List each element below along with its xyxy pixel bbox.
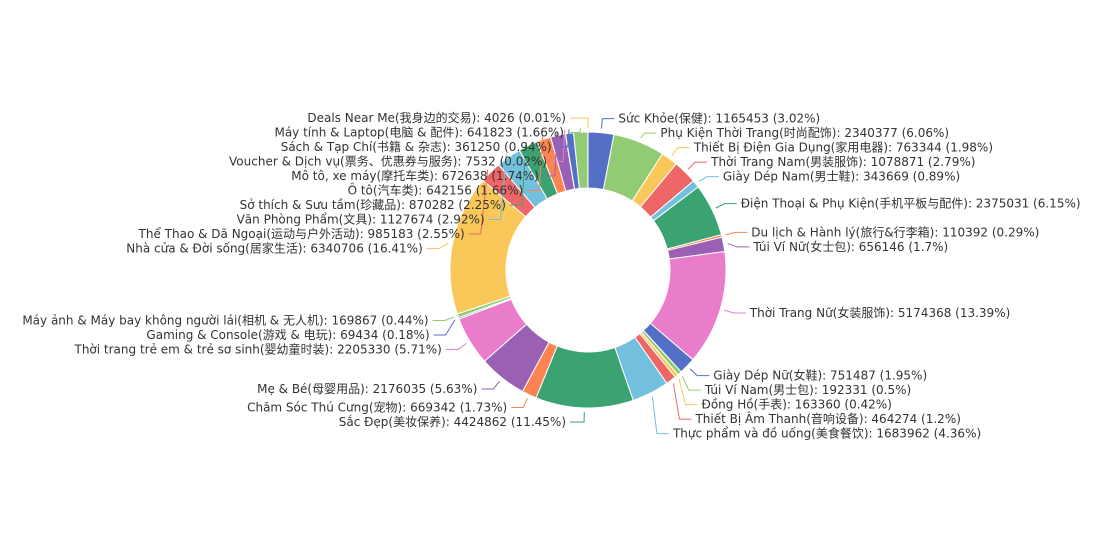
labels-group: Sức Khỏe(保健): 1165453 (3.02%)Phụ Kiện Th… bbox=[22, 110, 1080, 441]
slice-label-giay-dep-nam-4: Giày Dép Nam(男士鞋): 343669 (0.89%) bbox=[723, 169, 960, 184]
label-line-thiet-bi-am-thanh-12 bbox=[672, 383, 692, 420]
slice-label-me-be-16: Mẹ & Bé(母婴用品): 2176035 (5.63%) bbox=[257, 382, 477, 396]
label-line-so-thich-suu-tam-23 bbox=[509, 142, 527, 206]
label-line-deals-near-me-29 bbox=[570, 117, 589, 129]
slice-label-thoi-trang-nam-3: Thời Trang Nam(男装服饰): 1078871 (2.79%) bbox=[710, 155, 975, 169]
label-line-may-anh-may-bay-khong-nguoi-lai-19 bbox=[432, 316, 455, 321]
label-line-dien-thoai-phu-kien-5 bbox=[715, 203, 737, 209]
slice-label-deals-near-me-29: Deals Near Me(我身边的交易): 4026 (0.01%) bbox=[307, 110, 566, 125]
label-line-sac-dep-14 bbox=[570, 411, 585, 423]
label-line-may-tinh-laptop-28 bbox=[567, 128, 581, 134]
label-line-mo-to-xe-may-25 bbox=[542, 131, 558, 177]
label-line-tui-vi-nam-10 bbox=[681, 376, 701, 391]
slice-label-thiet-bi-am-thanh-12: Thiết Bị Âm Thanh(音响设备): 464274 (1.2%) bbox=[694, 411, 960, 426]
slices-group bbox=[449, 131, 727, 409]
label-line-cham-soc-thu-cung-15 bbox=[511, 398, 528, 409]
label-line-nha-cua-doi-song-20 bbox=[426, 242, 449, 250]
label-line-thoi-trang-tre-em-tre-so-sinh-17 bbox=[445, 342, 467, 350]
slice-label-voucher-dich-vu-26: Voucher & Dịch vụ(票务、优惠券与服务): 7532 (0.02… bbox=[229, 154, 547, 169]
slice-label-nha-cua-doi-song-20: Nhà cửa & Đời sống(居家生活): 6340706 (16.41… bbox=[126, 241, 423, 256]
label-line-gaming-console-18 bbox=[433, 319, 456, 336]
label-line-tui-vi-nu-7 bbox=[727, 243, 750, 248]
label-line-thoi-trang-nu-8 bbox=[724, 309, 746, 314]
slice-label-du-lich-hanh-ly-6: Du lịch & Hành lý(旅行&行李箱): 110392 (0.29%… bbox=[751, 224, 1039, 239]
slice-label-o-to-24: Ô tô(汽车类): 642156 (1.66%) bbox=[348, 183, 524, 198]
label-line-phu-kien-thoi-trang-1 bbox=[640, 132, 657, 139]
slice-label-phu-kien-thoi-trang-1: Phụ Kiện Thời Trang(时尚配饰): 2340377 (6.06… bbox=[660, 126, 949, 140]
label-line-dong-ho-11 bbox=[678, 378, 698, 406]
slice-label-sac-dep-14: Sắc Đẹp(美妆保养): 4424862 (11.45%) bbox=[339, 414, 566, 429]
slice-label-may-tinh-laptop-28: Máy tính & Laptop(电脑 & 配件): 641823 (1.66… bbox=[274, 126, 564, 140]
slice-label-suc-khoe-0: Sức Khỏe(保健): 1165453 (3.02%) bbox=[618, 112, 820, 126]
slice-label-thoi-trang-nu-8: Thời Trang Nữ(女装服饰): 5174368 (13.39%) bbox=[749, 305, 1011, 320]
slice-label-giay-dep-nu-9: Giày Dép Nữ(女鞋): 751487 (1.95%) bbox=[713, 368, 927, 383]
slice-label-van-phong-pham-22: Văn Phòng Phẩm(文具): 1127674 (2.92%) bbox=[237, 212, 485, 227]
slice-label-thiet-bi-dien-gia-dung-2: Thiết Bị Điện Gia Dụng(家用电器): 763344 (1.… bbox=[693, 140, 993, 155]
label-line-giay-dep-nam-4 bbox=[698, 176, 719, 182]
slice-label-so-thich-suu-tam-23: Sở thích & Sưu tầm(珍藏品): 870282 (2.25%) bbox=[240, 198, 506, 212]
slice-label-thoi-trang-tre-em-tre-so-sinh-17: Thời trang trẻ em & trẻ sơ sinh(婴幼童时装): … bbox=[73, 341, 441, 356]
slice-label-tui-vi-nu-7: Túi Ví Nữ(女士包): 656146 (1.7%) bbox=[752, 239, 948, 254]
label-line-thiet-bi-dien-gia-dung-2 bbox=[671, 147, 690, 156]
slice-label-thuc-pham-va-do-uong-13: Thực phẩm và đồ uống(美食餐饮): 1683962 (4.3… bbox=[672, 426, 981, 441]
label-line-suc-khoe-0 bbox=[600, 118, 615, 129]
label-line-me-be-16 bbox=[481, 380, 501, 390]
slice-label-the-thao-da-ngoai-21: Thể Thao & Dã Ngoại(运动与户外活动): 985183 (2.… bbox=[138, 226, 465, 241]
label-line-giay-dep-nu-9 bbox=[689, 368, 710, 377]
label-line-thoi-trang-nam-3 bbox=[687, 161, 708, 170]
slice-label-gaming-console-18: Gaming & Console(游戏 & 电玩): 69434 (0.18%) bbox=[146, 328, 429, 342]
slice-label-tui-vi-nam-10: Túi Ví Nam(男士包): 192331 (0.5%) bbox=[704, 383, 911, 397]
label-line-voucher-dich-vu-26 bbox=[551, 129, 566, 163]
slice-label-cham-soc-thu-cung-15: Chăm Sóc Thú Cưng(宠物): 669342 (1.73%) bbox=[247, 400, 507, 415]
slice-label-dong-ho-11: Đồng Hồ(手表): 163360 (0.42%) bbox=[702, 398, 892, 412]
slice-label-may-anh-may-bay-khong-nguoi-lai-19: Máy ảnh & Máy bay không người lái(相机 & 无… bbox=[22, 313, 428, 327]
slice-label-mo-to-xe-may-25: Mô tô, xe máy(摩托车类): 672638 (1.74%) bbox=[291, 168, 539, 183]
label-line-the-thao-da-ngoai-21 bbox=[468, 169, 489, 235]
label-line-o-to-24 bbox=[527, 135, 543, 192]
label-line-sach-tap-chi-27 bbox=[555, 129, 570, 148]
label-line-van-phong-pham-22 bbox=[488, 153, 507, 221]
label-line-du-lich-hanh-ly-6 bbox=[725, 231, 748, 236]
label-line-thuc-pham-va-do-uong-13 bbox=[651, 396, 669, 435]
slice-label-dien-thoai-phu-kien-5: Điện Thoại & Phụ Kiện(手机平板与配件): 2375031 … bbox=[741, 197, 1081, 211]
slice-label-sach-tap-chi-27: Sách & Tạp Chí(书籍 & 杂志): 361250 (0.94%) bbox=[281, 139, 552, 154]
